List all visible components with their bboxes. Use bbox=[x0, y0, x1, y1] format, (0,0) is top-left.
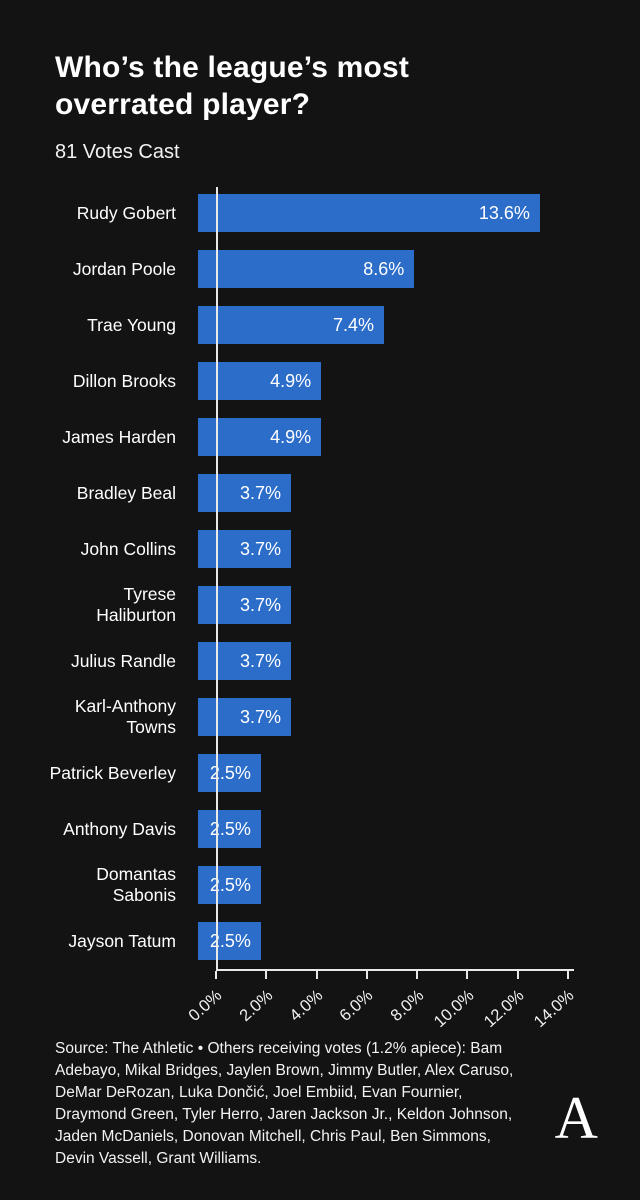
bar-row: Jayson Tatum 2.5% bbox=[46, 913, 606, 969]
bar-value-label: 3.7% bbox=[239, 538, 282, 559]
x-tick-label: 14.0% bbox=[530, 986, 578, 1032]
category-label: Dillon Brooks bbox=[72, 370, 176, 391]
x-tick-label: 10.0% bbox=[430, 986, 478, 1032]
x-tick-mark bbox=[365, 971, 368, 979]
bar-value-label: 3.7% bbox=[239, 650, 282, 671]
bar-value-label: 8.6% bbox=[363, 258, 405, 279]
bar-row: Dillon Brooks 4.9% bbox=[46, 353, 606, 409]
x-tick-mark bbox=[315, 971, 318, 979]
category-label: Jordan Poole bbox=[72, 258, 176, 279]
bar-row: Rudy Gobert 13.6% bbox=[46, 185, 606, 241]
x-tick-label: 0.0% bbox=[185, 986, 226, 1025]
x-tick-mark bbox=[215, 971, 217, 979]
athletic-logo: A bbox=[554, 1085, 598, 1151]
bar-value-label: 2.5% bbox=[209, 930, 251, 951]
bar-row: Tyrese Haliburton 3.7% bbox=[46, 577, 606, 633]
bar-value-label: 3.7% bbox=[239, 706, 282, 727]
x-tick-label: 8.0% bbox=[386, 986, 427, 1025]
x-tick-label: 2.0% bbox=[235, 986, 276, 1025]
bar: 4.9% bbox=[198, 418, 322, 456]
bar: 3.7% bbox=[198, 530, 292, 568]
bar-value-label: 2.5% bbox=[209, 874, 251, 895]
bar-value-label: 2.5% bbox=[209, 818, 251, 839]
bar: 2.5% bbox=[198, 810, 261, 848]
category-label: John Collins bbox=[80, 538, 176, 559]
bar-row: Jordan Poole 8.6% bbox=[46, 241, 606, 297]
bar: 3.7% bbox=[198, 698, 292, 736]
bar-row: Domantas Sabonis 2.5% bbox=[46, 857, 606, 913]
category-label: Domantas Sabonis bbox=[96, 864, 176, 905]
bar-value-label: 13.6% bbox=[478, 202, 530, 223]
bar: 13.6% bbox=[198, 194, 540, 232]
bar: 3.7% bbox=[198, 586, 292, 624]
x-tick-mark bbox=[416, 971, 419, 979]
bar-row: Bradley Beal 3.7% bbox=[46, 465, 606, 521]
bar-row: Trae Young 7.4% bbox=[46, 297, 606, 353]
x-tick-mark bbox=[567, 971, 569, 979]
bar: 8.6% bbox=[198, 250, 415, 288]
y-axis-line bbox=[216, 187, 218, 971]
source-note: Source: The Athletic • Others receiving … bbox=[55, 1040, 514, 1167]
bar: 2.5% bbox=[198, 922, 261, 960]
category-label: Rudy Gobert bbox=[76, 202, 176, 223]
chart-header: Who’s the league’s most overrated player… bbox=[0, 0, 640, 164]
x-tick-mark bbox=[466, 971, 469, 979]
votes-cast-subtitle: 81 Votes Cast bbox=[55, 141, 180, 164]
category-label: James Harden bbox=[62, 426, 176, 447]
category-label: Anthony Davis bbox=[63, 818, 176, 839]
category-label: Karl-Anthony Towns bbox=[74, 696, 176, 737]
x-tick-label: 4.0% bbox=[286, 986, 327, 1025]
bar-value-label: 7.4% bbox=[333, 314, 375, 335]
bar-value-label: 2.5% bbox=[209, 762, 251, 783]
x-tick-mark bbox=[265, 971, 268, 979]
x-axis-line bbox=[216, 969, 574, 971]
bar-row: Karl-Anthony Towns 3.7% bbox=[46, 689, 606, 745]
bar: 3.7% bbox=[198, 642, 292, 680]
bar-row: Patrick Beverley 2.5% bbox=[46, 745, 606, 801]
bar: 2.5% bbox=[198, 866, 261, 904]
category-label: Julius Randle bbox=[70, 650, 176, 671]
bar: 7.4% bbox=[198, 306, 385, 344]
bar-value-label: 4.9% bbox=[270, 426, 312, 447]
category-label: Jayson Tatum bbox=[68, 930, 176, 951]
category-label: Patrick Beverley bbox=[49, 762, 176, 783]
bar-value-label: 3.7% bbox=[239, 482, 282, 503]
bar-value-label: 4.9% bbox=[270, 370, 312, 391]
bar: 4.9% bbox=[198, 362, 322, 400]
horizontal-bar-chart: Rudy Gobert 13.6% Jordan Poole 8.6% Trae You… bbox=[46, 185, 606, 1035]
bar-row: John Collins 3.7% bbox=[46, 521, 606, 577]
x-tick-label: 6.0% bbox=[336, 986, 377, 1025]
bar-row: Julius Randle 3.7% bbox=[46, 633, 606, 689]
category-label: Trae Young bbox=[87, 314, 176, 335]
bar: 2.5% bbox=[198, 754, 261, 792]
page-title: Who’s the league’s most overrated player… bbox=[55, 51, 410, 121]
category-label: Bradley Beal bbox=[76, 482, 176, 503]
x-tick-mark bbox=[516, 971, 519, 979]
bar-rows: Rudy Gobert 13.6% Jordan Poole 8.6% Trae You… bbox=[46, 185, 606, 969]
x-tick-label: 12.0% bbox=[480, 986, 528, 1032]
bar-row: Anthony Davis 2.5% bbox=[46, 801, 606, 857]
bar: 3.7% bbox=[198, 474, 292, 512]
category-label: Tyrese Haliburton bbox=[96, 584, 176, 625]
bar-value-label: 3.7% bbox=[239, 594, 282, 615]
bar-row: James Harden 4.9% bbox=[46, 409, 606, 465]
